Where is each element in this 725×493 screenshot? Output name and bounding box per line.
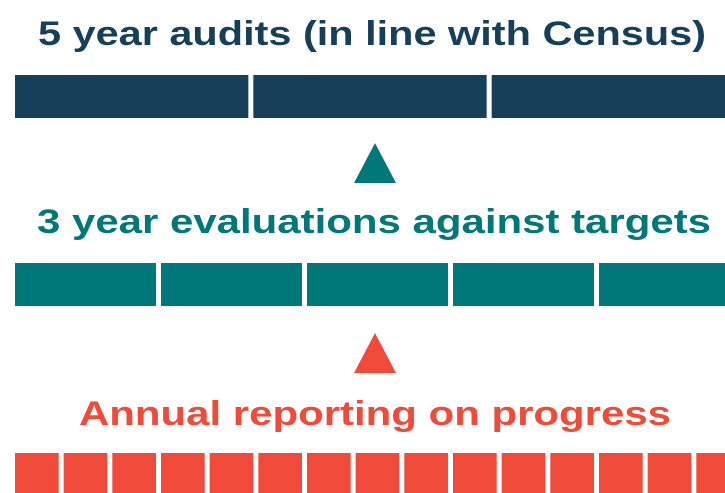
level-title: 3 year evaluations against targets bbox=[37, 203, 711, 241]
arrow-up bbox=[354, 333, 396, 373]
bar-segment bbox=[15, 263, 156, 306]
bar-segment bbox=[491, 75, 725, 118]
timeline-bar bbox=[15, 263, 725, 306]
level-title: Annual reporting on progress bbox=[79, 395, 671, 433]
bar-segment bbox=[355, 453, 400, 493]
bar-segment bbox=[209, 453, 254, 493]
timeline-bar bbox=[15, 75, 725, 118]
bar-segment bbox=[599, 453, 643, 493]
bar-segment bbox=[63, 453, 108, 493]
bar-segment bbox=[161, 263, 302, 306]
bar-segment bbox=[161, 453, 205, 493]
bar-segment bbox=[453, 263, 594, 306]
bar-segment bbox=[253, 75, 487, 118]
timeline-bar bbox=[15, 453, 725, 493]
bar-segment bbox=[453, 453, 497, 493]
bar-segment bbox=[501, 453, 546, 493]
bar-segment bbox=[258, 453, 302, 493]
bar-segment bbox=[15, 75, 249, 118]
bar-segment bbox=[307, 453, 351, 493]
bar-segment bbox=[404, 453, 448, 493]
bar-segment bbox=[15, 453, 59, 493]
arrow-up bbox=[354, 143, 396, 183]
bar-segment bbox=[647, 453, 692, 493]
bar-segment bbox=[696, 453, 725, 493]
bar-segment bbox=[307, 263, 448, 306]
bar-segment bbox=[599, 263, 725, 306]
bar-segment bbox=[112, 453, 156, 493]
bar-segment bbox=[550, 453, 594, 493]
level-title: 5 year audits (in line with Census) bbox=[38, 15, 706, 53]
